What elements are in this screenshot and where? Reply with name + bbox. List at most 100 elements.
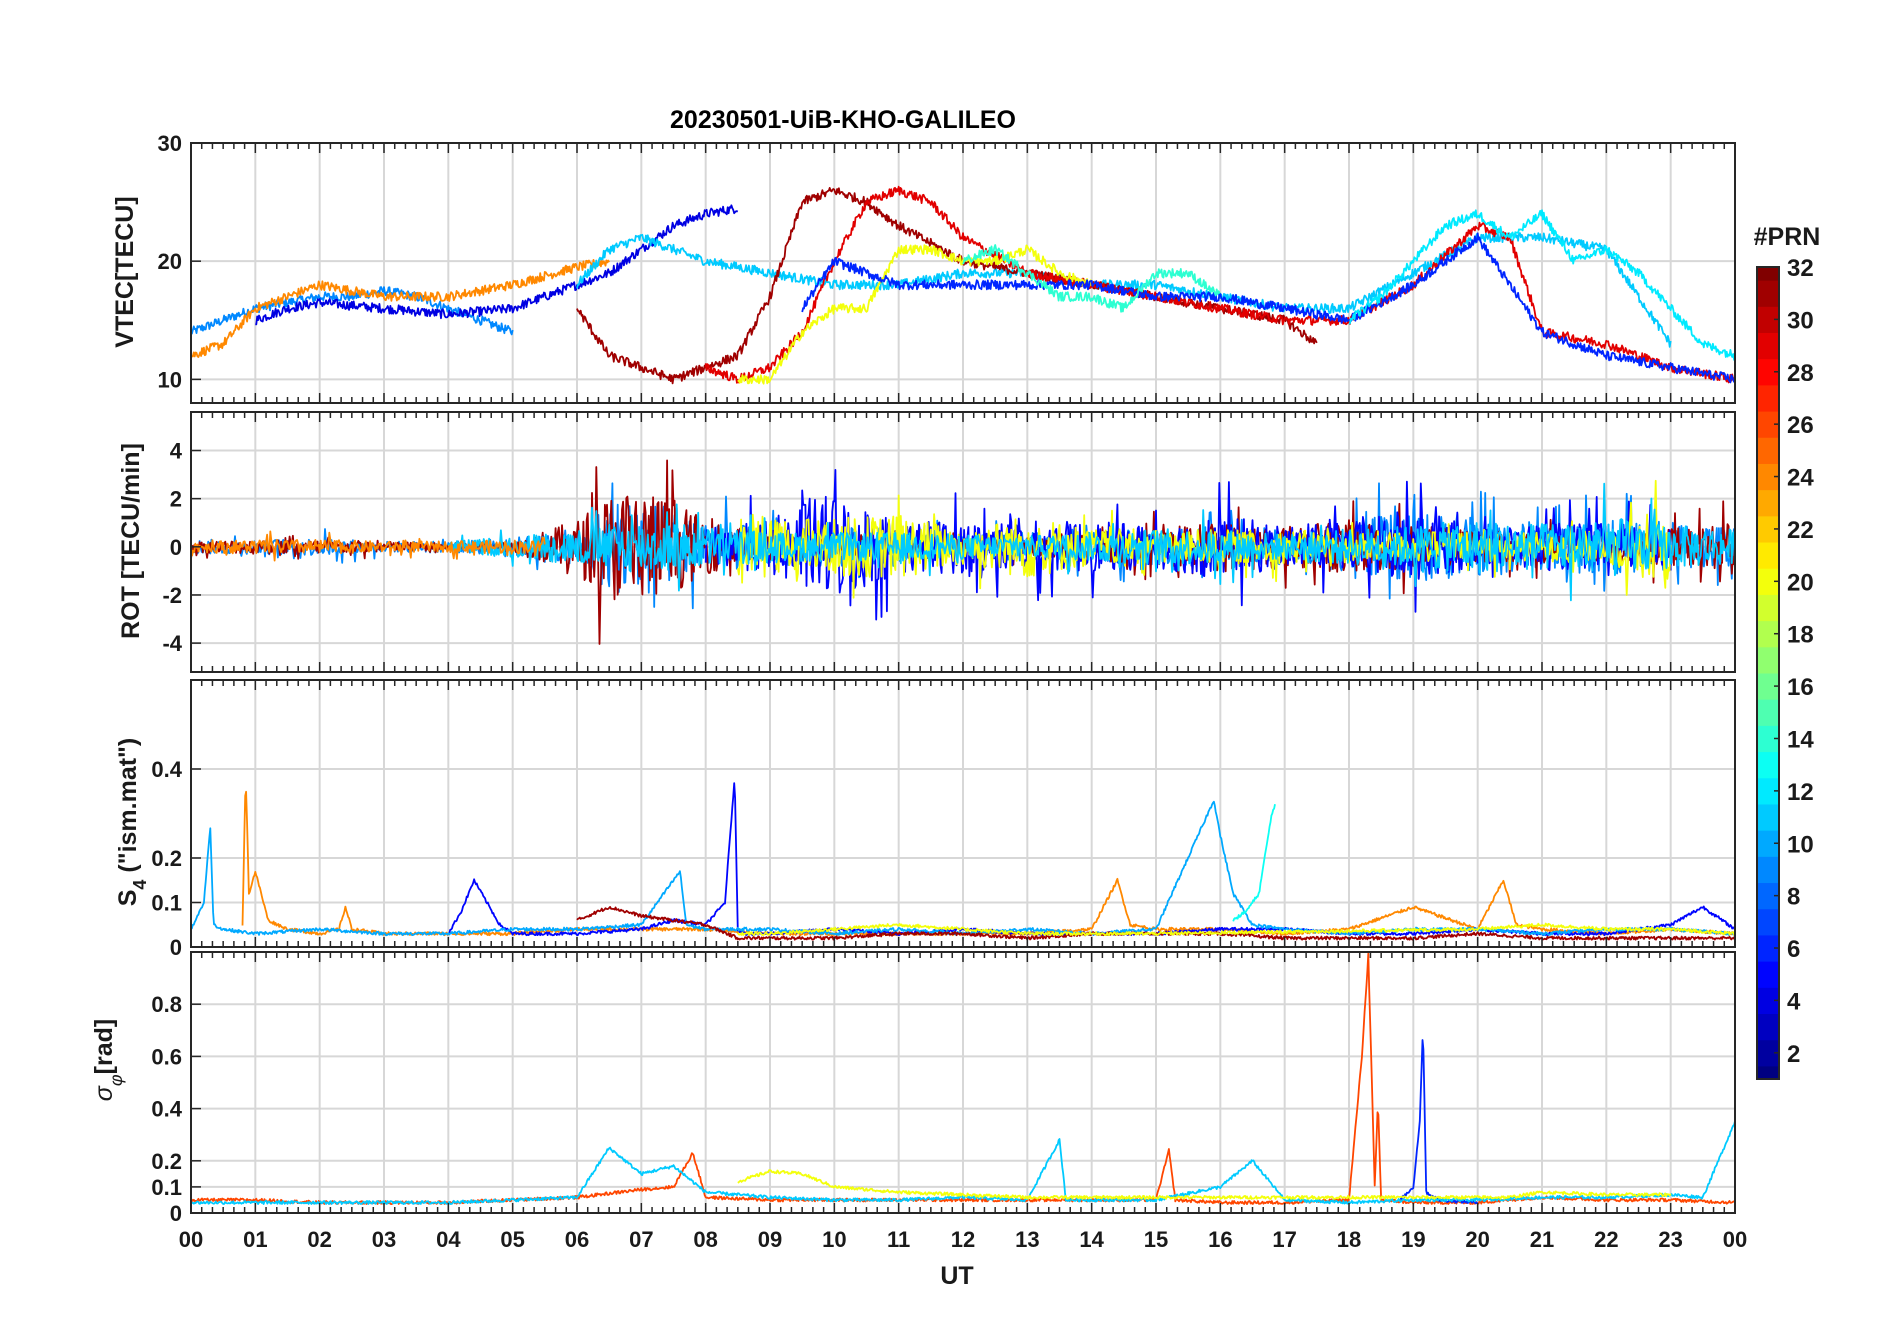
colorbar-tick-label: 28: [1787, 360, 1814, 387]
x-tick-label: 04: [436, 1227, 461, 1252]
colorbar-segment: [1757, 411, 1779, 438]
y-tick-label: 0.4: [151, 1097, 182, 1122]
series-line-prn-20: [737, 922, 1735, 937]
sigma-phi-ylabel: σφ[rad]: [90, 1019, 126, 1101]
series-line-prn-4: [255, 204, 739, 326]
colorbar-segment: [1757, 1039, 1779, 1067]
rot-ylabel: ROT [TECU/min]: [117, 443, 145, 639]
vtec-panel: 10 20 30: [158, 131, 1736, 404]
x-tick-label: 22: [1594, 1227, 1618, 1252]
y-tick-label: 0.2: [151, 846, 182, 871]
y-tick-label: 0.8: [151, 992, 182, 1017]
colorbar-tick-label: 6: [1787, 936, 1800, 963]
series-line-prn-11: [447, 482, 1735, 602]
colorbar-tick-label: 30: [1787, 307, 1814, 334]
sigma-phi-panel: 00.10.2 0.4 0.6 0.8: [151, 951, 1736, 1226]
colorbar-segment: [1757, 908, 1779, 936]
series-line-prn-20: [737, 244, 1093, 385]
colorbar-tick-label: 16: [1787, 674, 1814, 701]
colorbar-frame: [1756, 266, 1780, 1080]
colorbar-segment: [1757, 803, 1779, 831]
colorbar-segment: [1757, 856, 1779, 884]
x-tick-label: 16: [1208, 1227, 1232, 1252]
x-tick-label: 14: [1079, 1227, 1104, 1252]
colorbar-segment: [1757, 515, 1779, 543]
colorbar-segment: [1757, 699, 1779, 726]
y-tick-label: 4: [170, 439, 183, 464]
y-tick-label: 0.2: [151, 1149, 182, 1174]
series-line-prn-13: [1232, 804, 1276, 922]
x-tick-label: 00: [179, 1227, 203, 1252]
y-tick-label: 0.6: [151, 1044, 182, 1069]
s4-panel: 0 0.1 0.2 0.4: [151, 679, 1736, 960]
x-tick-label: 12: [951, 1227, 975, 1252]
colorbar-segment: [1757, 777, 1779, 805]
x-tick-label: 20: [1465, 1227, 1489, 1252]
y-tick-label: 20: [158, 249, 182, 274]
colorbar-tick-label: 2: [1787, 1041, 1800, 1068]
colorbar-segment: [1757, 725, 1779, 753]
y-tick-label: -2: [162, 583, 182, 608]
series-line-prn-24: [191, 259, 610, 358]
colorbar-segment: [1757, 306, 1779, 333]
y-tick-label: 0: [170, 535, 182, 560]
colorbar-tick-label: 10: [1787, 831, 1814, 858]
y-tick-label: 10: [158, 367, 182, 392]
y-tick-label: 0.1: [151, 891, 182, 916]
x-tick-label: 13: [1015, 1227, 1039, 1252]
colorbar-tick-label: 24: [1787, 465, 1814, 492]
y-tick-label: 0: [170, 935, 182, 960]
colorbar-segment: [1757, 384, 1779, 412]
series-line-prn-24: [191, 530, 546, 562]
colorbar-segment: [1757, 673, 1779, 700]
colorbar-segment: [1757, 542, 1779, 569]
x-tick-label: 23: [1658, 1227, 1682, 1252]
series-group: [191, 459, 1735, 645]
y-tick-label: 0.4: [151, 757, 182, 782]
colorbar-segment: [1757, 332, 1779, 360]
series-line-prn-12: [1349, 209, 1735, 361]
series-line-prn-24: [241, 790, 1735, 937]
colorbar-tick-label: 20: [1787, 569, 1814, 596]
series-line-prn-6: [801, 232, 1735, 384]
colorbar-segment: [1757, 934, 1779, 962]
colorbar-tick-label: 32: [1787, 255, 1814, 282]
x-tick-label: 21: [1530, 1227, 1554, 1252]
y-tick-label: 30: [158, 131, 182, 156]
colorbar-tick-label: 14: [1787, 726, 1814, 753]
y-tick-label: -4: [162, 631, 182, 656]
x-tick-label: 10: [822, 1227, 846, 1252]
colorbar-tick-label: 18: [1787, 622, 1814, 649]
colorbar-segment: [1757, 489, 1779, 517]
y-tick-label: 0.1: [151, 1175, 182, 1200]
colorbar-tick-label: 26: [1787, 412, 1814, 439]
colorbar-segment: [1757, 1065, 1779, 1080]
x-tick-label: 03: [372, 1227, 396, 1252]
rot-panel: -4 -2 0 2 4: [162, 411, 1736, 673]
x-tick-label: 05: [500, 1227, 524, 1252]
colorbar-segment: [1757, 463, 1779, 491]
colorbar-tick-label: 22: [1787, 517, 1814, 544]
colorbar-segment: [1757, 751, 1779, 779]
figure-title: 20230501-UiB-KHO-GALILEO: [670, 106, 1016, 134]
y-tick-label: 2: [170, 487, 182, 512]
series-line-prn-20: [737, 1169, 1672, 1200]
x-tick-label: 07: [629, 1227, 653, 1252]
x-tick-label: 08: [693, 1227, 717, 1252]
colorbar-tick-label: 4: [1787, 988, 1801, 1015]
x-tick-label: 19: [1401, 1227, 1425, 1252]
x-tick-label: 15: [1144, 1227, 1168, 1252]
colorbar-tick-label: 12: [1787, 779, 1814, 806]
series-line-prn-29: [704, 185, 1735, 384]
y-tick-label: 0: [170, 1201, 182, 1226]
x-tick-label: 02: [307, 1227, 331, 1252]
vtec-ylabel: VTEC[TECU]: [111, 196, 139, 347]
colorbar-segment: [1757, 280, 1779, 307]
colorbar-segment: [1757, 987, 1779, 1015]
x-tick-labels: 00 01 02 03 04 05 06 07 08 09 10 11 12 13 14 15 16 17 18 19…: [179, 1227, 1747, 1252]
x-tick-label: 00: [1723, 1227, 1747, 1252]
series-group: [191, 185, 1735, 385]
x-tick-label: 11: [887, 1227, 910, 1252]
